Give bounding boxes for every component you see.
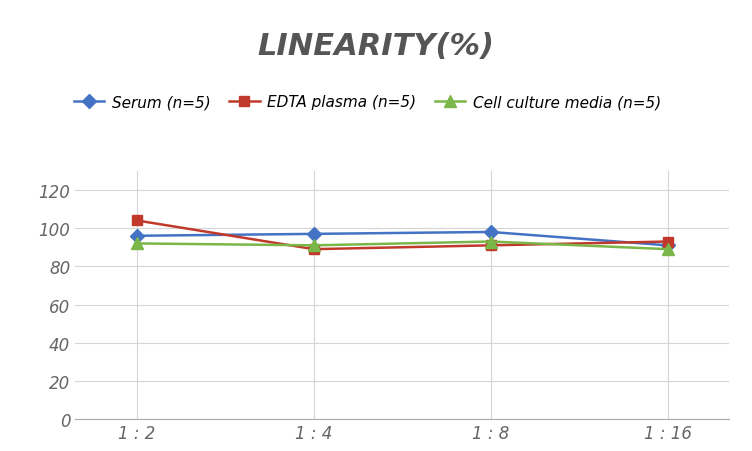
Cell culture media (n=5) (309, 243, 318, 249)
Cell culture media (n=5) (132, 241, 141, 247)
Cell culture media (n=5) (487, 239, 496, 245)
Cell culture media (n=5) (663, 247, 672, 252)
Legend: Serum (n=5), EDTA plasma (n=5), Cell culture media (n=5): Serum (n=5), EDTA plasma (n=5), Cell cul… (68, 89, 667, 116)
EDTA plasma (n=5) (487, 243, 496, 249)
Serum (n=5) (132, 234, 141, 239)
Serum (n=5) (309, 232, 318, 237)
Line: Cell culture media (n=5): Cell culture media (n=5) (132, 236, 673, 255)
Line: Serum (n=5): Serum (n=5) (132, 228, 672, 251)
Serum (n=5) (663, 243, 672, 249)
EDTA plasma (n=5) (663, 239, 672, 245)
Text: LINEARITY(%): LINEARITY(%) (257, 32, 495, 60)
Serum (n=5) (487, 230, 496, 235)
EDTA plasma (n=5) (309, 247, 318, 252)
EDTA plasma (n=5) (132, 218, 141, 224)
Line: EDTA plasma (n=5): EDTA plasma (n=5) (132, 216, 672, 254)
